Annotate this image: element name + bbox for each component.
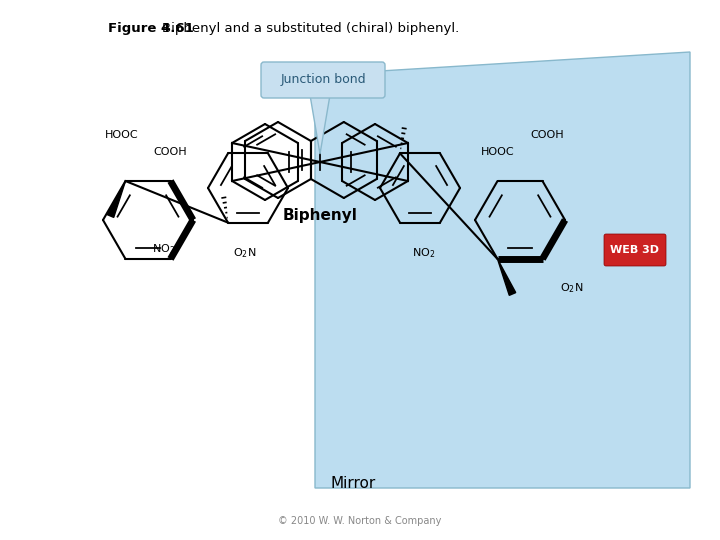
Text: COOH: COOH bbox=[153, 147, 186, 157]
Text: WEB 3D: WEB 3D bbox=[611, 245, 660, 255]
Text: NO$_2$: NO$_2$ bbox=[152, 242, 175, 256]
Text: O$_2$N: O$_2$N bbox=[233, 246, 256, 260]
Text: Mirror: Mirror bbox=[330, 476, 375, 491]
Text: Figure 4.61: Figure 4.61 bbox=[108, 22, 194, 35]
Polygon shape bbox=[310, 95, 330, 154]
FancyBboxPatch shape bbox=[604, 234, 666, 266]
Polygon shape bbox=[107, 181, 125, 218]
Text: © 2010 W. W. Norton & Company: © 2010 W. W. Norton & Company bbox=[279, 516, 441, 526]
Text: Biphenyl and a substituted (chiral) biphenyl.: Biphenyl and a substituted (chiral) biph… bbox=[162, 22, 459, 35]
Text: NO$_2$: NO$_2$ bbox=[412, 246, 435, 260]
Text: Biphenyl: Biphenyl bbox=[282, 208, 357, 223]
Text: HOOC: HOOC bbox=[482, 147, 515, 157]
Polygon shape bbox=[498, 259, 516, 295]
Text: HOOC: HOOC bbox=[104, 130, 138, 140]
Text: COOH: COOH bbox=[530, 130, 564, 140]
Text: Junction bond: Junction bond bbox=[280, 73, 366, 86]
Polygon shape bbox=[315, 52, 690, 488]
FancyBboxPatch shape bbox=[261, 62, 385, 98]
Text: O$_2$N: O$_2$N bbox=[560, 281, 584, 295]
